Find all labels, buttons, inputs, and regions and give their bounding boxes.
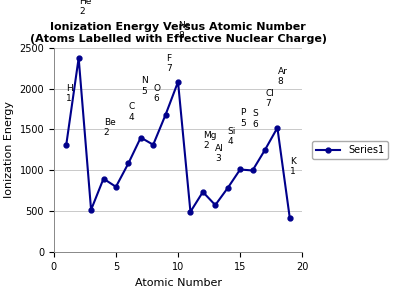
Line: Series1: Series1 xyxy=(64,56,292,221)
Series1 xyxy=(262,148,267,152)
X-axis label: Atomic Number: Atomic Number xyxy=(134,278,221,288)
Series1 xyxy=(101,177,106,181)
Text: Be
2: Be 2 xyxy=(103,118,115,137)
Text: H
1: H 1 xyxy=(66,84,73,103)
Title: Ionization Energy Versus Atomic Number
(Atoms Labelled with Effective Nuclear Ch: Ionization Energy Versus Atomic Number (… xyxy=(29,22,326,44)
Series1 xyxy=(88,208,93,211)
Text: K
1: K 1 xyxy=(289,157,295,176)
Text: Ne
8: Ne 8 xyxy=(178,21,190,40)
Legend: Series1: Series1 xyxy=(311,141,387,159)
Text: N
5: N 5 xyxy=(140,76,147,96)
Series1 xyxy=(188,210,192,214)
Y-axis label: Ionization Energy: Ionization Energy xyxy=(4,102,14,198)
Text: Al
3: Al 3 xyxy=(215,144,223,163)
Text: P
5: P 5 xyxy=(240,108,245,128)
Series1 xyxy=(126,162,131,165)
Series1 xyxy=(175,80,180,84)
Text: Mg
2: Mg 2 xyxy=(202,131,216,150)
Text: S
6: S 6 xyxy=(252,109,258,129)
Text: O
6: O 6 xyxy=(153,84,160,103)
Series1 xyxy=(249,169,254,172)
Text: F
7: F 7 xyxy=(165,53,171,73)
Series1 xyxy=(113,185,118,189)
Text: He
2: He 2 xyxy=(79,0,91,16)
Series1 xyxy=(163,113,168,116)
Series1 xyxy=(150,143,155,146)
Series1 xyxy=(138,136,143,139)
Series1 xyxy=(76,56,81,60)
Series1 xyxy=(64,143,69,147)
Series1 xyxy=(287,216,292,220)
Series1 xyxy=(212,203,217,207)
Text: Cl
7: Cl 7 xyxy=(264,89,273,108)
Text: Si
4: Si 4 xyxy=(227,127,236,146)
Text: C
4: C 4 xyxy=(128,102,134,122)
Series1 xyxy=(237,168,242,171)
Text: Ar
8: Ar 8 xyxy=(277,67,287,86)
Series1 xyxy=(225,186,230,190)
Series1 xyxy=(274,126,279,129)
Series1 xyxy=(200,190,205,194)
